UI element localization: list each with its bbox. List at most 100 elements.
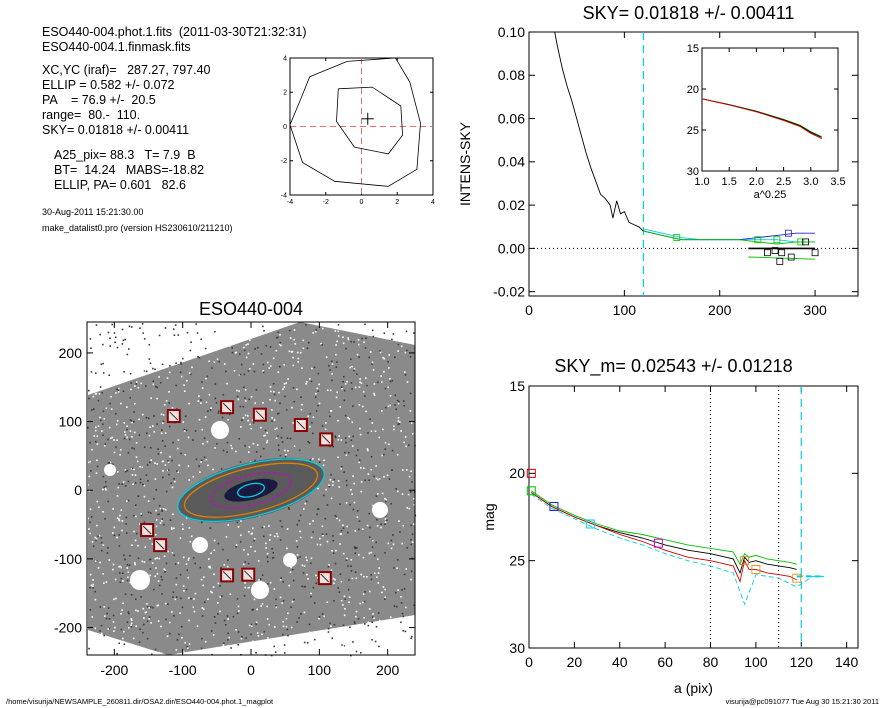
image-speckle [333, 623, 336, 626]
image-speckle [204, 416, 207, 418]
mask-box-cross [255, 410, 265, 420]
image-speckle [91, 541, 94, 543]
image-speckle [117, 389, 120, 392]
image-speckle [96, 383, 98, 385]
image-speckle [298, 617, 300, 619]
image-speckle [388, 640, 391, 643]
image-speckle [310, 562, 312, 565]
image-speckle [310, 592, 312, 595]
x-tick-label: 100 [744, 654, 768, 670]
image-speckle [161, 363, 164, 366]
image-speckle [127, 576, 129, 579]
image-speckle [94, 429, 97, 432]
image-speckle [124, 485, 127, 487]
image-speckle [252, 363, 255, 365]
image-speckle [353, 341, 355, 343]
image-speckle [238, 438, 240, 440]
image-speckle [223, 619, 226, 622]
image-speckle [201, 387, 204, 389]
image-speckle [292, 364, 295, 367]
image-speckle [93, 382, 95, 385]
image-speckle [357, 343, 360, 346]
image-speckle [96, 435, 99, 438]
image-speckle [315, 410, 318, 412]
image-speckle [141, 560, 144, 563]
image-speckle [383, 357, 386, 360]
image-speckle [122, 572, 124, 574]
y-tick-label: 20 [509, 465, 525, 481]
x-tick-label: 0 [247, 662, 255, 678]
image-speckle [359, 602, 362, 605]
image-speckle [137, 387, 140, 389]
image-speckle [163, 404, 166, 406]
image-speckle [283, 644, 286, 646]
image-speckle [135, 456, 138, 458]
image-speckle [200, 461, 202, 463]
image-speckle [339, 543, 341, 545]
image-speckle [317, 404, 319, 407]
image-speckle [318, 383, 320, 386]
image-speckle [332, 484, 334, 486]
image-speckle [343, 399, 346, 402]
image-speckle [377, 582, 380, 584]
image-speckle [278, 343, 281, 346]
image-speckle [338, 486, 341, 488]
image-speckle [390, 539, 393, 542]
image-speckle [173, 615, 175, 617]
image-speckle [359, 427, 361, 430]
image-speckle [124, 431, 126, 433]
image-speckle [291, 568, 294, 571]
image-speckle [144, 546, 147, 548]
image-speckle [237, 398, 240, 401]
image-speckle [306, 573, 308, 576]
masked-star [211, 421, 229, 439]
image-speckle [367, 621, 370, 624]
image-speckle [112, 614, 115, 617]
image-speckle [265, 542, 267, 545]
image-speckle [90, 516, 93, 518]
image-speckle [405, 568, 407, 570]
image-speckle [228, 345, 231, 347]
image-speckle [324, 517, 327, 520]
image-speckle [102, 573, 104, 575]
y-tick-label: 15 [687, 43, 699, 55]
image-speckle [263, 535, 265, 538]
image-speckle [122, 602, 124, 605]
plot-frame [528, 385, 859, 649]
image-speckle [89, 441, 91, 444]
image-speckle [118, 483, 120, 485]
image-speckle [171, 552, 174, 554]
image-speckle [175, 384, 177, 387]
image-speckle [249, 423, 251, 426]
x-tick-label: 0 [360, 199, 364, 206]
image-speckle [323, 494, 325, 497]
image-speckle [118, 518, 120, 520]
image-speckle [340, 467, 342, 470]
image-speckle [243, 386, 245, 389]
image-speckle [369, 536, 371, 538]
image-speckle [164, 508, 167, 511]
image-speckle [277, 413, 279, 415]
image-speckle [209, 409, 212, 411]
image-speckle [353, 368, 356, 370]
image-speckle [364, 395, 366, 397]
x-tick-label: 60 [657, 654, 673, 670]
image-speckle [116, 536, 118, 539]
image-speckle [114, 578, 117, 581]
image-speckle [341, 645, 344, 648]
sky-series-line [554, 31, 644, 232]
image-speckle [89, 532, 91, 535]
image-speckle [148, 607, 150, 609]
image-speckle [154, 575, 156, 578]
image-speckle [149, 538, 151, 540]
image-speckle [371, 422, 374, 424]
image-speckle [395, 605, 398, 608]
image-speckle [134, 371, 136, 373]
image-speckle [323, 459, 325, 462]
image-speckle [385, 498, 388, 501]
image-speckle [397, 641, 400, 644]
image-speckle [253, 598, 256, 601]
image-speckle [344, 437, 347, 439]
image-speckle [360, 651, 362, 654]
image-speckle [197, 650, 200, 652]
